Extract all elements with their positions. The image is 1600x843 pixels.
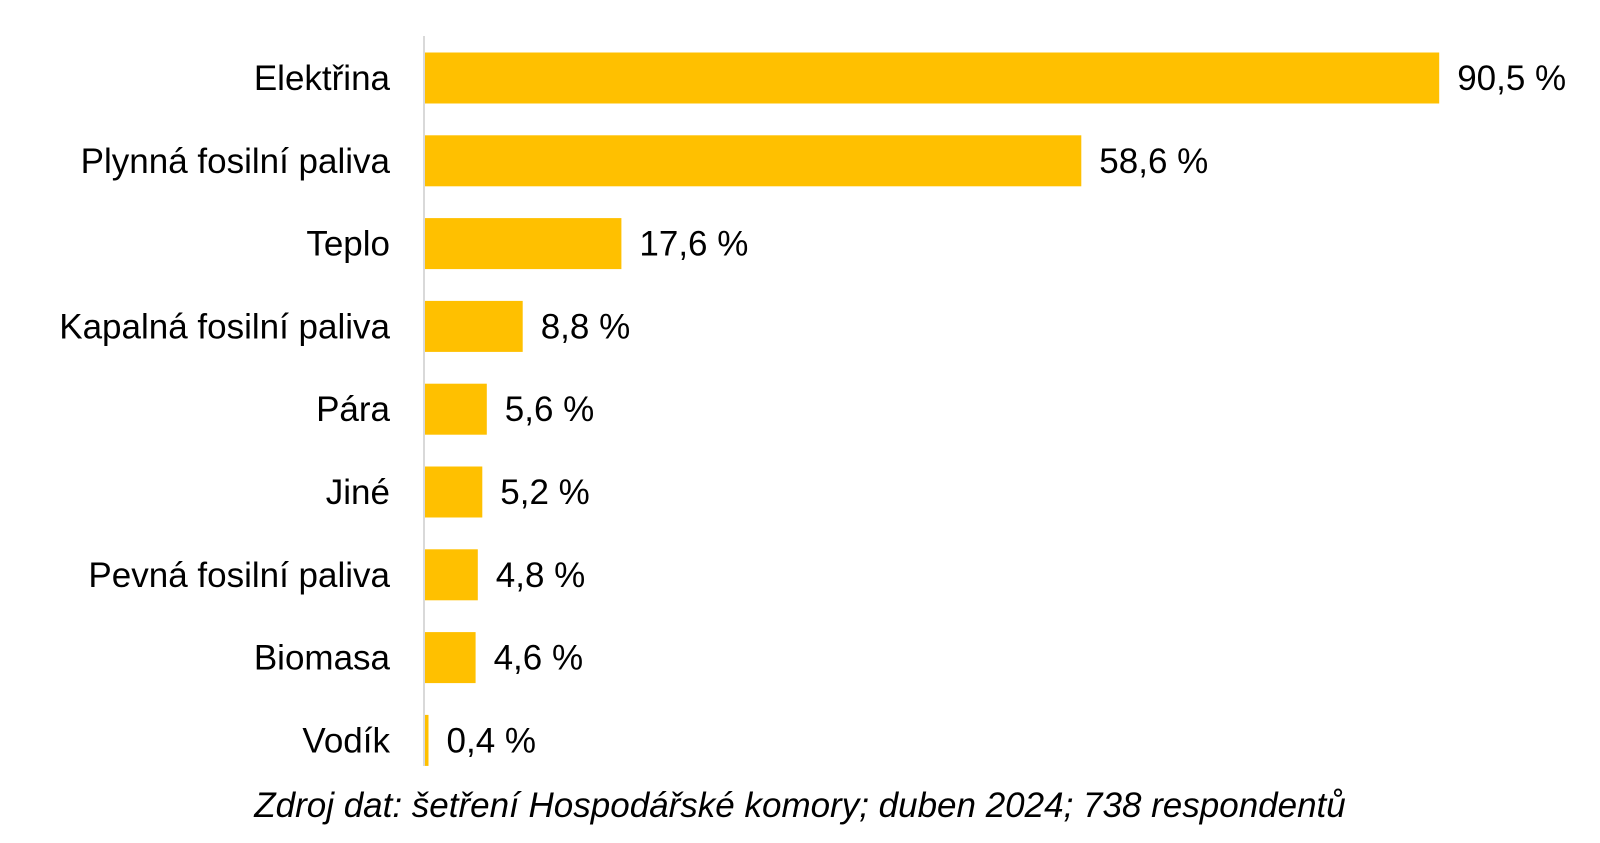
bar: [424, 383, 487, 435]
labels-layer: Elektřina 90,5 % Plynná fosilní paliva 58,6…: [59, 59, 1566, 760]
value-label: 90,5 %: [1457, 59, 1566, 98]
bar: [424, 549, 478, 601]
category-label: Biomasa: [254, 639, 391, 678]
category-label: Teplo: [306, 225, 390, 264]
value-label: 0,4 %: [447, 721, 537, 760]
source-note: Zdroj dat: šetření Hospodářské komory; d…: [254, 786, 1346, 825]
bar: [424, 632, 476, 684]
value-label: 5,2 %: [500, 473, 590, 512]
category-label: Elektřina: [254, 59, 391, 98]
category-label: Pára: [316, 390, 390, 429]
bar: [424, 714, 429, 766]
value-label: 58,6 %: [1099, 142, 1208, 181]
value-label: 4,8 %: [496, 556, 586, 595]
bar: [424, 52, 1440, 104]
category-label: Jiné: [326, 473, 390, 512]
category-label: Plynná fosilní paliva: [81, 142, 391, 181]
bar: [424, 466, 483, 518]
bars-layer: [424, 52, 1440, 766]
bar: [424, 218, 622, 270]
category-label: Pevná fosilní paliva: [88, 556, 390, 595]
category-label: Vodík: [302, 721, 390, 760]
value-label: 8,8 %: [541, 307, 631, 346]
bar: [424, 300, 523, 352]
value-label: 17,6 %: [639, 225, 748, 264]
bar: [424, 135, 1082, 187]
value-label: 5,6 %: [505, 390, 595, 429]
value-label: 4,6 %: [494, 639, 583, 678]
category-label: Kapalná fosilní paliva: [59, 307, 390, 346]
